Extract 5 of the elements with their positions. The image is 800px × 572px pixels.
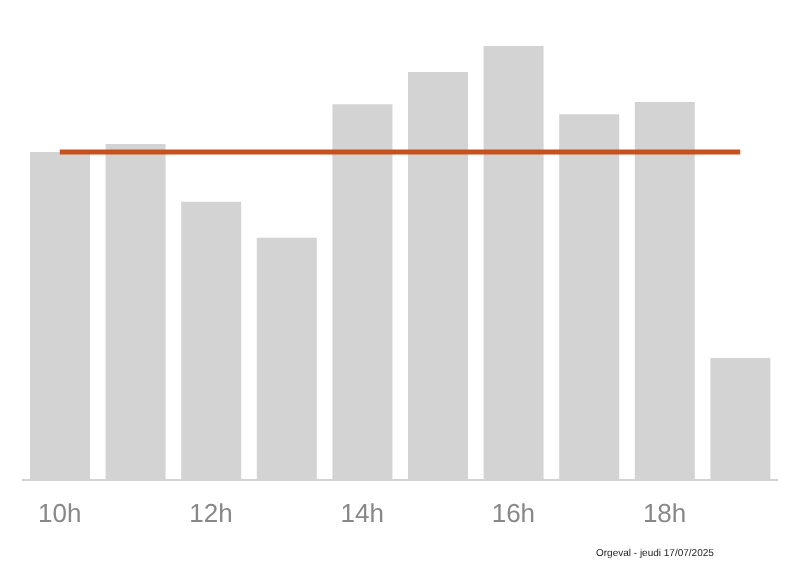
x-tick-label: 18h [642,498,687,529]
x-tick-label: 12h [189,498,233,529]
x-tick-label: 14h [340,498,384,529]
x-tick-label: 10h [38,498,82,529]
x-tick-label: 16h [491,498,536,529]
